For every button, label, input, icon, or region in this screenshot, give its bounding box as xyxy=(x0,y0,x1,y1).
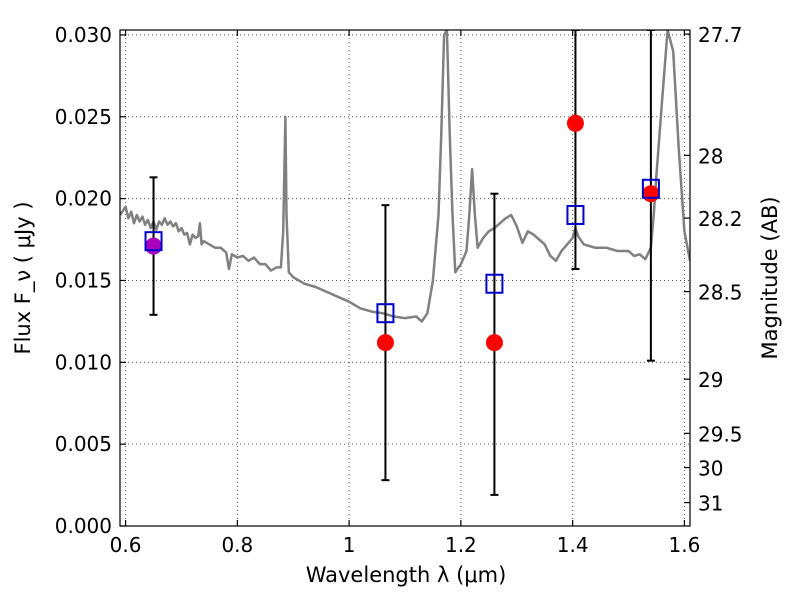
y2-tick-label: 28.5 xyxy=(698,281,743,305)
y2-tick-label: 31 xyxy=(698,492,723,516)
grid-lines xyxy=(120,30,690,527)
data-point-circle xyxy=(376,334,394,352)
y2-tick-label: 28.2 xyxy=(698,207,743,231)
y-tick-label: 0.020 xyxy=(55,187,112,211)
plot-series xyxy=(120,30,690,496)
y2-axis-title: Magnitude (AB) xyxy=(758,196,782,359)
data-point-square xyxy=(376,303,395,324)
y-tick-label: 0.010 xyxy=(55,350,112,374)
y2-tick-label: 28 xyxy=(698,144,723,168)
x-tick-label: 0.6 xyxy=(110,533,142,557)
data-point-circle xyxy=(485,334,503,352)
data-point-circle xyxy=(145,237,163,255)
data-point-circle xyxy=(642,185,660,203)
plot-frame xyxy=(119,29,691,527)
x-tick-label: 1 xyxy=(343,533,356,557)
x-tick-label: 1.2 xyxy=(445,533,477,557)
x-tick-label: 0.8 xyxy=(221,533,253,557)
y2-tick-label: 30 xyxy=(698,457,723,481)
error-bar xyxy=(571,30,580,270)
data-point-square xyxy=(566,204,585,225)
axes: 0.6 0.8 1 1.2 1.4 1.6 0.000 0.005 0.010 0.015 0.02… xyxy=(55,23,743,557)
y-axis-title: Flux F_ν ( μJy ) xyxy=(11,201,36,354)
spectrum-line xyxy=(120,30,690,323)
plot-area xyxy=(120,30,690,496)
y2-tick-label: 29.5 xyxy=(698,422,743,446)
data-point-circle xyxy=(566,114,584,132)
y-tick-label: 0.030 xyxy=(55,23,112,47)
y2-tick-label: 27.7 xyxy=(698,23,743,47)
data-point-square xyxy=(144,231,163,252)
y-tick-label: 0.000 xyxy=(55,514,112,538)
y-tick-label: 0.005 xyxy=(55,432,112,456)
x-tick-label: 1.6 xyxy=(669,533,701,557)
data-point-square xyxy=(641,178,660,199)
x-axis-title: Wavelength λ (μm) xyxy=(306,563,507,587)
data-point-square xyxy=(485,273,504,294)
y2-tick-label: 29 xyxy=(698,368,723,392)
y-tick-label: 0.025 xyxy=(55,105,112,129)
y-tick-label: 0.015 xyxy=(55,268,112,292)
x-tick-label: 1.4 xyxy=(557,533,589,557)
